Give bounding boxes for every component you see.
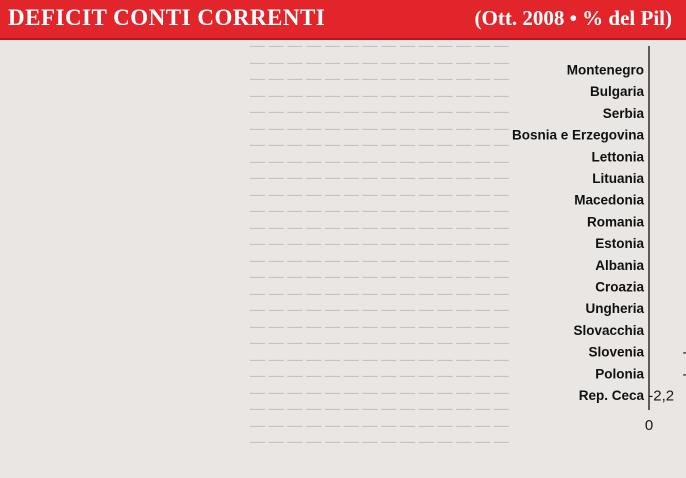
category-label-5: Lettonia <box>592 149 645 164</box>
category-label-7: Macedonia <box>574 193 644 208</box>
x-tick-label-10: 0 <box>645 417 653 434</box>
category-label-1: Montenegro <box>567 63 644 78</box>
category-label-13: Slovacchia <box>573 323 644 338</box>
category-label-9: Estonia <box>595 236 644 251</box>
value-label-16: -2,2 <box>648 388 674 405</box>
category-label-6: Lituania <box>592 171 644 186</box>
category-label-14: Slovenia <box>588 345 644 360</box>
category-label-10: Albania <box>595 258 644 273</box>
category-labels-group: Montenegro Bulgaria Serbia Bosnia e Erzegov… <box>512 63 645 404</box>
category-label-8: Romania <box>587 214 645 229</box>
category-label-15: Polonia <box>595 366 644 381</box>
x-tick-labels-group: -45-40-35-30-25-20-15-10-50 <box>645 417 653 434</box>
category-label-3: Serbia <box>603 106 645 121</box>
category-label-4: Bosnia e Erzegovina <box>512 128 645 143</box>
category-label-2: Bulgaria <box>590 84 645 99</box>
category-label-16: Rep. Ceca <box>579 388 645 403</box>
category-label-12: Ungheria <box>585 301 644 316</box>
header-banner: DEFICIT CONTI CORRENTI (Ott. 2008 • % de… <box>0 0 686 40</box>
chart-title: DEFICIT CONTI CORRENTI <box>8 5 326 30</box>
value-label-15: -4,7 <box>682 366 686 383</box>
chart-subtitle: (Ott. 2008 • % del Pil) <box>474 6 673 30</box>
category-label-11: Croazia <box>595 280 644 295</box>
value-label-14: -4,7 <box>682 344 686 361</box>
value-labels-group: -39,6-24,4-18,6-15,8-15,1-14,9-14-13,8-1… <box>648 344 686 405</box>
